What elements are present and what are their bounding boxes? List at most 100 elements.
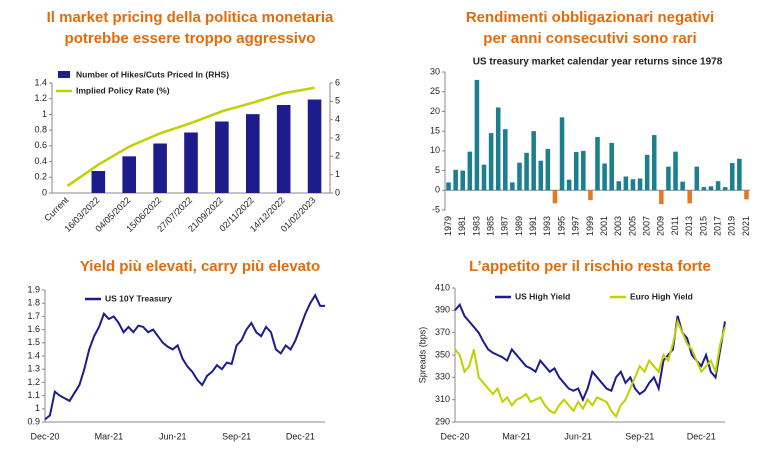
x-tick-label: 2007	[642, 216, 652, 236]
y-tick-label: -5	[432, 204, 440, 214]
y-tick-label: 0.6	[34, 140, 47, 150]
y-tick-label: 30	[430, 66, 440, 76]
x-tick-label: 1995	[556, 216, 566, 236]
x-tick-label: Jun-21	[564, 431, 592, 441]
bar	[588, 190, 593, 201]
bar	[453, 169, 458, 191]
bar	[559, 117, 565, 191]
bar	[623, 176, 629, 191]
x-tick-label: 2001	[599, 216, 609, 236]
x-tick-label: 1999	[585, 216, 595, 236]
y-tick-label: 290	[435, 416, 450, 426]
line-series	[66, 86, 315, 187]
bar	[467, 151, 473, 191]
x-tick-label: Dec-21	[286, 431, 315, 441]
chart-subtitle: US treasury market calendar year returns…	[473, 57, 723, 68]
y-tick-label: 0.8	[34, 125, 47, 135]
bar	[215, 121, 229, 193]
y-tick-label: 410	[435, 282, 450, 292]
y2-tick-label: 6	[335, 77, 340, 87]
x-tick-label: 2019	[727, 216, 737, 236]
y-tick-label: 330	[435, 372, 450, 382]
bar	[680, 181, 685, 191]
y2-tick-label: 5	[335, 96, 340, 106]
x-tick-label: Sep-21	[222, 431, 251, 441]
bar	[616, 181, 622, 191]
y-tick-label: 1	[42, 109, 47, 119]
chart-title: L’appetito per il rischio resta forte	[469, 258, 711, 275]
legend-label: US 10Y Treasury	[105, 293, 172, 303]
y-tick-label: 0.4	[34, 156, 47, 166]
y-tick-label: 1.4	[27, 350, 40, 360]
y-tick-label: 0	[42, 187, 47, 197]
bar	[481, 164, 487, 191]
legend-swatch	[58, 71, 70, 78]
y-tick-label: 20	[430, 106, 440, 116]
chart-title: Il market pricing della politica monetar…	[47, 9, 334, 26]
x-tick-label: 1979	[443, 216, 453, 236]
y-tick-label: 1.7	[27, 311, 40, 321]
y2-tick-label: 4	[335, 114, 340, 124]
bar	[524, 152, 529, 191]
bar	[510, 182, 515, 191]
y2-tick-label: 2	[335, 151, 340, 161]
bar	[184, 132, 198, 193]
bar	[659, 190, 664, 205]
y-tick-label: 0.9	[27, 416, 40, 426]
bar	[602, 163, 607, 191]
bar	[573, 152, 579, 191]
y-tick-label: 1.9	[27, 284, 40, 294]
bar	[307, 99, 322, 193]
y-tick-label: 370	[435, 327, 450, 337]
chart-title: Rendimenti obbligazionari negativi	[466, 9, 714, 26]
x-tick-label: 2011	[670, 216, 680, 235]
bar	[666, 166, 671, 191]
y-tick-label: 310	[435, 394, 450, 404]
bar	[460, 170, 466, 191]
bar	[708, 186, 714, 191]
y-tick-label: 1.5	[27, 337, 40, 347]
x-tick-label: 2021	[741, 216, 751, 236]
legend-label: Euro High Yield	[630, 291, 693, 301]
bar	[651, 135, 657, 191]
x-tick-label: 2013	[684, 216, 694, 236]
bar	[609, 142, 614, 191]
x-tick-label: 2015	[698, 216, 708, 236]
y-tick-label: 1.4	[34, 77, 47, 87]
x-tick-label: Dec-20	[30, 431, 59, 441]
x-tick-label: 1985	[485, 216, 495, 236]
bar	[531, 131, 536, 191]
bar	[446, 182, 451, 191]
chart-title: Yield più elevati, carry più elevato	[80, 258, 320, 275]
y-tick-label: 1.2	[27, 377, 40, 387]
chart-title: per anni consecutivi sono rari	[483, 30, 696, 47]
x-tick-label: 2009	[656, 216, 666, 236]
bar	[566, 179, 572, 191]
line-series	[454, 318, 726, 419]
y2-tick-label: 1	[335, 169, 340, 179]
bar	[545, 148, 551, 191]
bar	[701, 187, 707, 191]
x-tick-label: Mar-21	[95, 431, 124, 441]
x-tick-label: 1987	[500, 216, 510, 236]
y-tick-label: 1.1	[27, 390, 40, 400]
bar	[495, 107, 501, 191]
y-tick-label: 15	[430, 126, 440, 136]
bar	[644, 154, 650, 191]
x-tick-label: 1983	[471, 216, 481, 236]
bar	[517, 162, 522, 191]
bar	[552, 190, 558, 204]
x-tick-label: 1997	[571, 216, 581, 236]
y-tick-label: 350	[435, 349, 450, 359]
y-tick-label: 0.2	[34, 172, 47, 182]
y-axis-label: Spreads (bps)	[417, 327, 427, 384]
bar	[630, 179, 636, 191]
x-tick-label: 2003	[613, 216, 623, 236]
bar	[687, 190, 692, 204]
bar	[581, 150, 586, 191]
y2-tick-label: 3	[335, 132, 340, 142]
x-tick-label: Mar-21	[502, 431, 531, 441]
legend-label: Implied Policy Rate (%)	[76, 85, 170, 95]
bar	[637, 178, 643, 191]
